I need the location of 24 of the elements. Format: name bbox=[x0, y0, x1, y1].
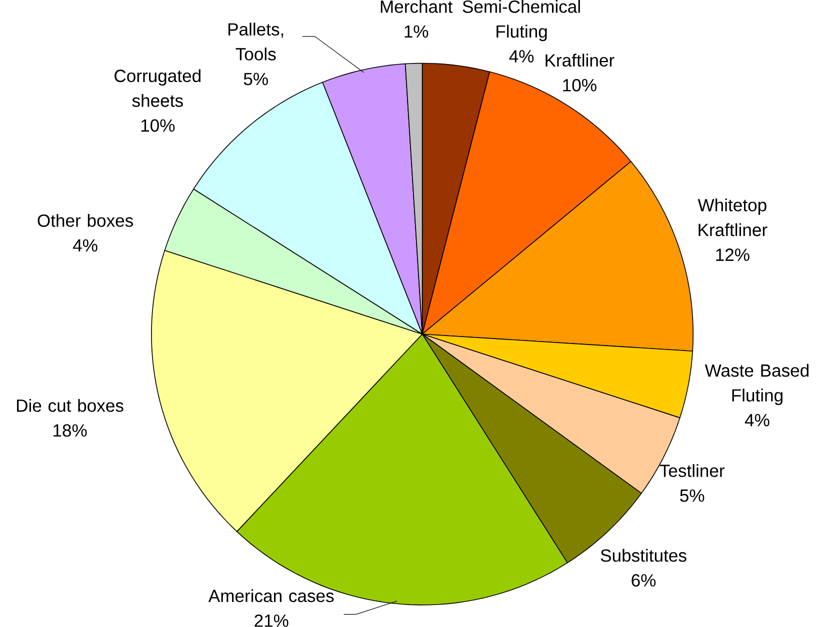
slice-label: Pallets, Tools bbox=[228, 22, 284, 60]
slice-label: Merchant bbox=[380, 0, 453, 13]
slice-label: Testliner bbox=[660, 464, 725, 478]
data-label: 4% bbox=[744, 414, 770, 426]
data-label: 12% bbox=[716, 248, 750, 261]
slice-label: Other boxes bbox=[38, 214, 133, 227]
slice-label: Corrugated sheets bbox=[114, 69, 200, 107]
data-label: 5% bbox=[244, 72, 268, 86]
slice-label: Semi-Chemical Fluting bbox=[462, 0, 580, 42]
slice-label: Kraftliner bbox=[546, 54, 614, 67]
data-label: 5% bbox=[680, 490, 704, 502]
data-label: 6% bbox=[632, 574, 656, 587]
data-label: 4% bbox=[509, 50, 534, 63]
data-label: 10% bbox=[563, 79, 596, 92]
data-label: 4% bbox=[72, 239, 98, 252]
slice-label: Die cut boxes bbox=[17, 399, 124, 412]
slice-label: Waste Based Fluting bbox=[704, 364, 809, 406]
data-label: 18% bbox=[54, 424, 87, 437]
data-label: 1% bbox=[404, 25, 428, 38]
slice-label: American cases bbox=[208, 589, 334, 602]
slice-label: Whitetop Kraftliner bbox=[698, 198, 768, 236]
data-label: 10% bbox=[141, 119, 175, 132]
slice-label: Substitutes bbox=[600, 548, 686, 562]
data-label: 21% bbox=[254, 614, 288, 627]
